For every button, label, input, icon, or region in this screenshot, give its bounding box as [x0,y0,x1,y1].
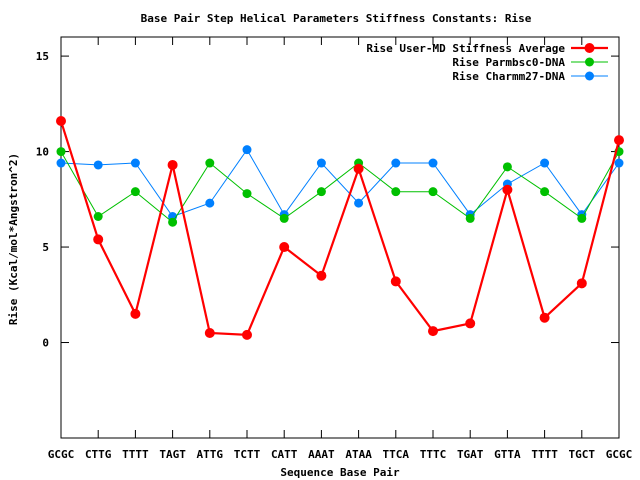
data-point [576,278,587,289]
x-tick-label: TGAT [457,448,484,461]
data-point [353,163,364,174]
data-point [205,198,215,208]
data-point [428,326,438,337]
plot-frame [60,36,620,439]
series-layer [56,116,624,340]
data-point [130,308,141,319]
data-point [93,234,104,245]
y-axis-label: Rise (Kcal/mol*Angstron^2) [7,153,20,325]
data-point [56,116,66,127]
data-point [167,159,178,170]
x-tick-label: TTTT [122,448,149,461]
legend-label: Rise User-MD Stiffness Average [366,42,565,55]
data-point [168,217,178,227]
data-point [354,198,364,208]
x-tick-label: TTTT [531,448,558,461]
data-point [428,158,438,168]
data-point [465,213,475,223]
x-tick-label: GTTA [494,448,521,461]
y-tick-label: 5 [42,241,49,254]
data-point [614,158,624,168]
series-line [60,151,620,223]
data-point [540,158,550,168]
data-point [390,276,401,287]
data-point [130,187,140,197]
x-tick-label: TTTC [420,448,447,461]
data-point [279,242,290,253]
x-tick-label: TGCT [569,448,596,461]
x-axis-label: Sequence Base Pair [280,466,400,479]
y-tick-label: 15 [36,50,49,63]
data-point [93,211,103,221]
series-2 [56,145,624,221]
data-point [428,187,438,197]
legend-swatch-marker [585,57,594,67]
data-point [93,160,103,170]
x-tick-label: TCTT [234,448,261,461]
data-point [279,213,289,223]
x-tick-label: GCGC [606,448,633,461]
data-point [577,213,587,223]
legend-swatch-marker [585,71,594,81]
data-point [316,187,326,197]
data-point [614,135,624,146]
x-tick-label: ATAA [345,448,372,461]
data-point [539,312,550,323]
data-point [465,318,476,329]
data-point [540,187,550,197]
data-point [391,158,401,168]
data-point [316,158,326,168]
legend-swatch-marker [584,43,595,53]
data-point [242,145,252,155]
legend-label: Rise Parmbsc0-DNA [452,56,565,69]
data-point [391,187,401,197]
series-1 [56,147,624,227]
series-line [59,120,621,337]
x-tick-label: GCGC [48,448,75,461]
chart-title: Base Pair Step Helical Parameters Stiffn… [141,12,532,25]
x-tick-label: TTCA [383,448,410,461]
legend-label: Rise Charmm27-DNA [452,70,565,83]
data-point [242,329,252,340]
series-line [60,148,620,218]
y-tick-label: 0 [42,337,49,350]
data-point [502,184,513,195]
data-point [242,189,252,199]
series-0 [56,116,624,340]
data-point [204,327,215,338]
x-tick-label: AAAT [308,448,335,461]
x-tick-label: CTTG [85,448,112,461]
data-point [56,147,66,157]
x-tick-label: TAGT [159,448,186,461]
x-tick-label: ATTG [197,448,224,461]
data-point [316,270,327,281]
data-point [130,158,140,168]
data-point [502,162,512,172]
y-tick-label: 10 [36,146,49,159]
x-axis: GCGC CTTG TTTT TAGT ATTG TCTT CATT AAAT ATAA TTCA… [48,37,633,461]
data-point [205,158,215,168]
data-point [56,158,66,168]
x-tick-label: CATT [271,448,298,461]
